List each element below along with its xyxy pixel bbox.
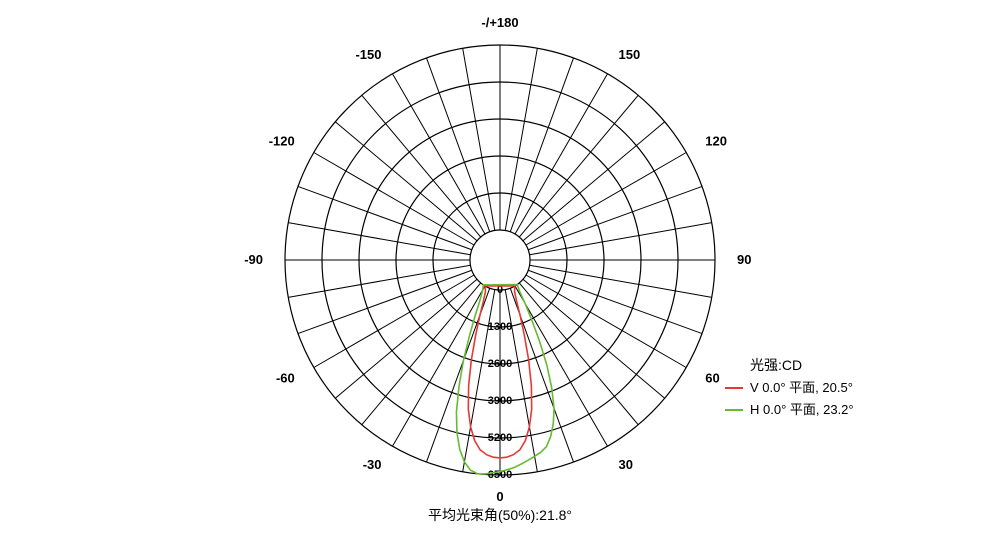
- grid-ring: [470, 230, 530, 290]
- legend-item-label: H 0.0° 平面, 23.2°: [750, 402, 854, 417]
- polar-chart-container: -/+180150-150120-12090-9060-6030-3000130…: [0, 0, 1005, 550]
- angle-label: -60: [276, 371, 295, 386]
- angle-label: 120: [705, 134, 727, 149]
- ring-label: 3900: [488, 395, 512, 407]
- angle-label: -/+180: [481, 15, 518, 30]
- legend-item-label: V 0.0° 平面, 20.5°: [750, 380, 853, 395]
- angle-label: -30: [363, 457, 382, 472]
- angle-label: -120: [269, 134, 295, 149]
- angle-label: 30: [619, 457, 633, 472]
- beam-angle-label: 平均光束角(50%):21.8°: [428, 507, 572, 523]
- legend-title: 光强:CD: [750, 357, 802, 373]
- angle-label: 150: [619, 47, 641, 62]
- angle-label: 0: [496, 489, 503, 504]
- angle-label: 60: [705, 371, 719, 386]
- polar-chart-svg: -/+180150-150120-12090-9060-6030-3000130…: [0, 0, 1005, 550]
- angle-label: 90: [737, 252, 751, 267]
- ring-label: 1300: [488, 321, 512, 333]
- angle-label: -150: [355, 47, 381, 62]
- angle-label: -90: [244, 252, 263, 267]
- series-H: [456, 285, 554, 474]
- ring-label: 2600: [488, 358, 512, 370]
- ring-label: 5200: [488, 432, 512, 444]
